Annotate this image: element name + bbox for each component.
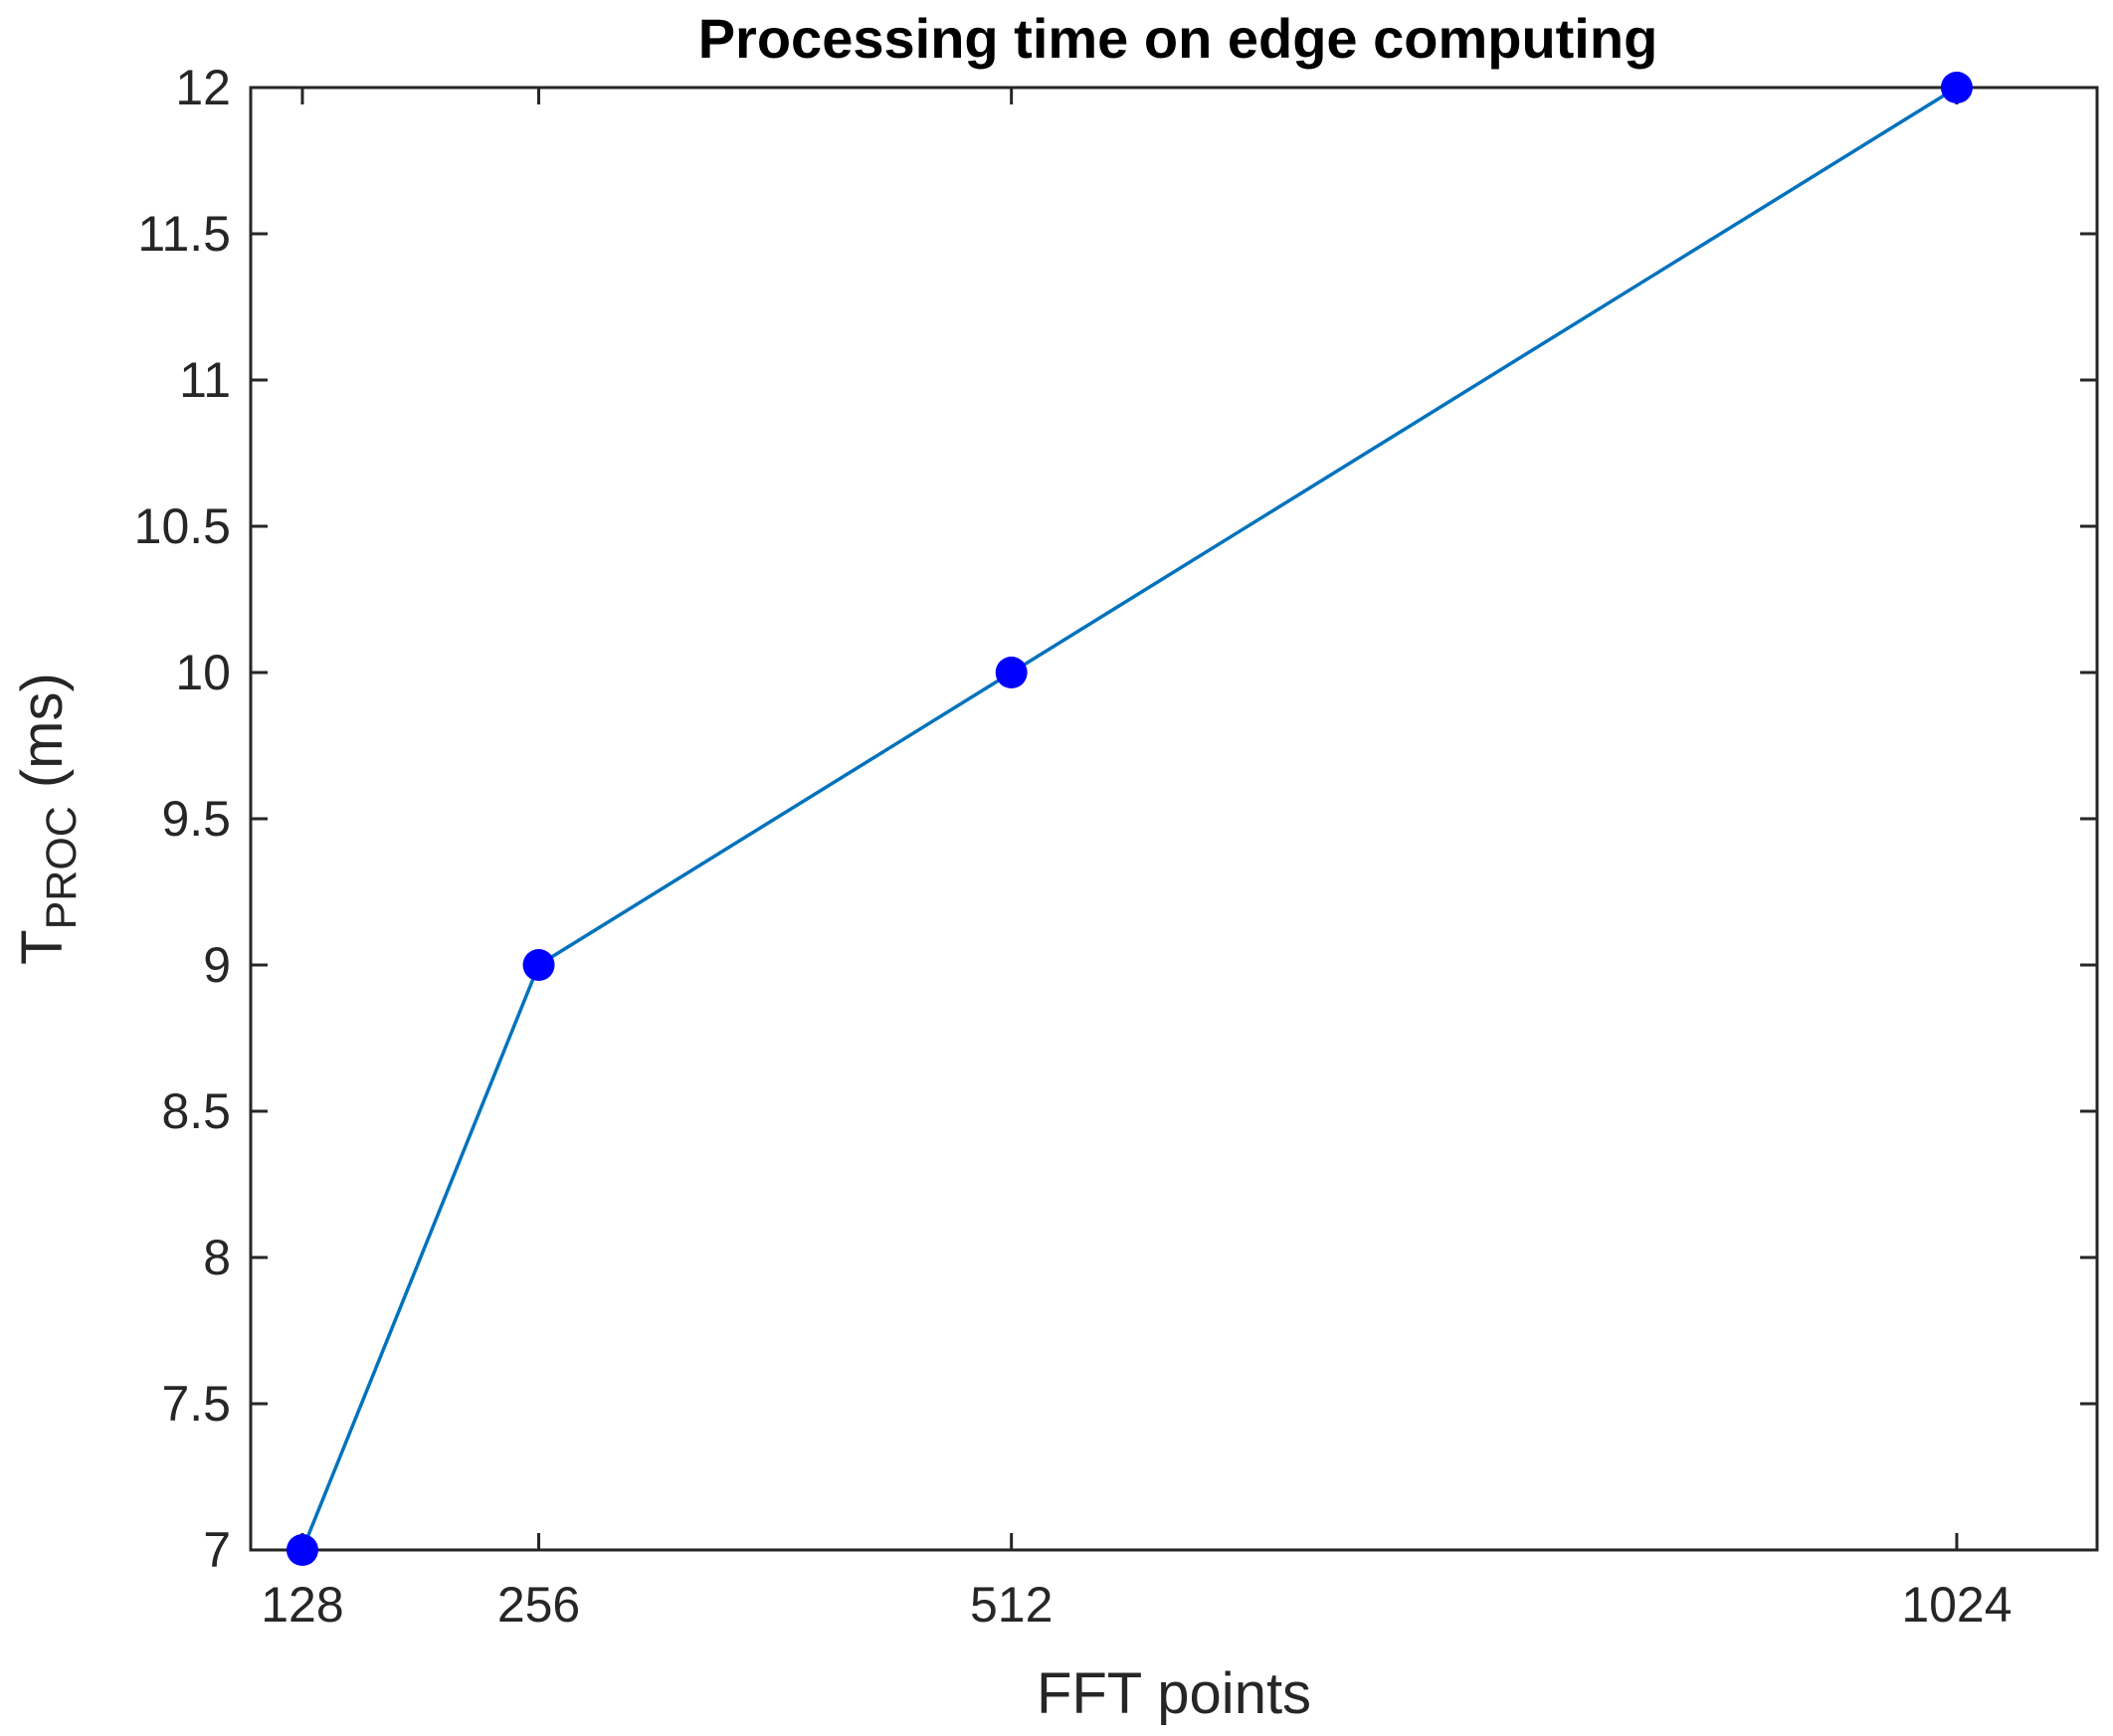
y-tick-label: 8 <box>203 1230 231 1285</box>
y-tick-label: 10 <box>175 645 231 700</box>
data-point-marker <box>522 949 555 981</box>
y-tick-label: 9.5 <box>161 791 231 847</box>
y-tick-label: 7 <box>203 1522 231 1578</box>
y-tick-label: 9 <box>203 937 231 993</box>
series-line <box>300 86 1958 1551</box>
y-axis-title-main: T <box>10 929 75 964</box>
y-tick-label: 7.5 <box>161 1376 231 1432</box>
y-tick-label: 11.5 <box>137 206 231 262</box>
plot-area-frame <box>249 86 2099 1552</box>
y-tick-label: 11 <box>179 352 231 408</box>
x-axis-title: FFT points <box>1037 1661 1311 1726</box>
series-layer <box>286 72 1973 1566</box>
x-tick-label: 512 <box>970 1577 1053 1633</box>
data-point-marker <box>286 1534 318 1566</box>
x-tick-label: 1024 <box>1901 1577 2012 1633</box>
data-point-marker <box>1940 72 1973 103</box>
x-tick-label: 256 <box>497 1577 580 1633</box>
x-axis-ticks: 128 256 512 1024 <box>261 88 2013 1633</box>
y-axis-title: TPROC (ms) <box>10 673 86 965</box>
y-tick-label: 8.5 <box>161 1083 231 1139</box>
chart-title: Processing time on edge computing <box>698 7 1658 70</box>
data-point-marker <box>995 657 1028 688</box>
y-tick-label: 10.5 <box>134 498 231 554</box>
y-axis-ticks: 7 7.5 8 8.5 9 9.5 10 10.5 11 11.5 12 <box>134 60 2097 1578</box>
y-axis-title-subscript: PROC <box>38 806 86 929</box>
y-axis-title-unit: (ms) <box>10 673 75 788</box>
y-tick-label: 12 <box>175 60 231 115</box>
x-tick-label: 128 <box>261 1577 343 1633</box>
